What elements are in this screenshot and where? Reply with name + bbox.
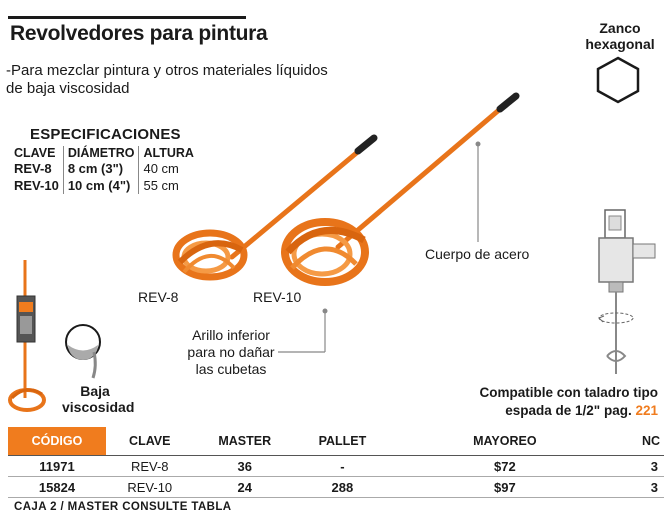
table-row: 11971 REV-8 36 - $72 3: [8, 455, 664, 477]
compat-line-2: espada de 1/2" pag. 221: [440, 402, 658, 420]
specs-title: ESPECIFICACIONES: [30, 126, 181, 143]
specs-col-clave: CLAVE: [14, 146, 56, 160]
zanco-line-1: Zanco: [599, 20, 641, 36]
specs-row: REV-10 10 cm (4") 55 cm: [10, 177, 198, 194]
table-cell: 24: [193, 476, 296, 498]
compat-line-1: Compatible con taladro tipo: [479, 385, 658, 400]
arillo-line-3: las cubetas: [195, 361, 267, 377]
low-viscosity-icon: [65, 324, 101, 379]
compat-prefix: espada de: [505, 403, 576, 418]
table-cell: 3: [620, 455, 664, 477]
table-cell: 36: [193, 455, 296, 477]
specs-cell: 10 cm (4"): [62, 177, 139, 194]
product-table-header: CÓDIGO CLAVE MASTER PALLET MAYOREO NC: [8, 427, 664, 456]
arillo-callout-line: [278, 308, 328, 353]
label-cuerpo-acero: Cuerpo de acero: [425, 246, 530, 262]
mixer-rev8: [172, 134, 378, 281]
title-rule: [8, 16, 246, 19]
table-cell: 15824: [8, 476, 106, 498]
arillo-line-1: Arillo inferior: [192, 327, 270, 343]
label-rev8: REV-8: [138, 289, 179, 305]
page-title: Revolvedores para pintura: [10, 22, 268, 45]
mixer-rev10: [281, 92, 520, 286]
baja-line-1: Baja: [80, 383, 110, 399]
table-cell: $97: [388, 476, 621, 498]
specs-cell: 55 cm: [138, 177, 198, 194]
specs-row: REV-8 8 cm (3") 40 cm: [10, 160, 198, 177]
table-cell: 3: [620, 476, 664, 498]
hexagon-shank-icon: [596, 56, 640, 104]
zanco-line-2: hexagonal: [585, 36, 655, 52]
drill-illustration: [598, 209, 656, 374]
specs-col-diametro: DIÁMETRO: [62, 146, 139, 160]
low-viscosity-label: Baja viscosidad: [62, 383, 135, 415]
specs-cell: REV-8: [14, 161, 52, 176]
table-cell: 288: [295, 476, 389, 498]
callout-lines: [475, 141, 481, 242]
col-mayoreo: MAYOREO: [388, 427, 621, 456]
table-cell: $72: [388, 455, 621, 477]
box-master-note: CAJA 2 / MASTER CONSULTE TABLA: [14, 501, 232, 513]
col-clave: CLAVE: [106, 427, 194, 456]
col-master: MASTER: [193, 427, 296, 456]
baja-line-2: viscosidad: [62, 399, 135, 415]
specs-table: CLAVE DIÁMETRO ALTURA REV-8 8 cm (3") 40…: [10, 146, 198, 194]
table-cell: REV-10: [106, 476, 194, 498]
label-arillo-inferior: Arillo inferior para no dañar las cubeta…: [178, 327, 284, 378]
compat-fraction: 1/2": [575, 403, 601, 418]
specs-col-altura: ALTURA: [138, 146, 198, 160]
mixer-package-thumbnail: [8, 260, 46, 412]
col-nc: NC: [620, 427, 664, 456]
specs-cell: 40 cm: [138, 160, 198, 177]
col-pallet: PALLET: [295, 427, 389, 456]
label-rev10: REV-10: [253, 289, 302, 305]
specs-cell: REV-10: [14, 178, 59, 193]
col-codigo: CÓDIGO: [8, 427, 106, 456]
specs-cell: 8 cm (3"): [62, 160, 139, 177]
arillo-line-2: para no dañar: [187, 344, 275, 360]
compat-page-link[interactable]: 221: [635, 403, 658, 418]
paint-mixers-illustration: [172, 92, 520, 286]
table-cell: REV-8: [106, 455, 194, 477]
table-row: 15824 REV-10 24 288 $97 3: [8, 476, 664, 498]
table-cell: 11971: [8, 455, 106, 477]
zanco-label: Zanco hexagonal: [580, 20, 660, 52]
compat-page-prefix: pag.: [600, 403, 636, 418]
product-description: -Para mezclar pintura y otros materiales…: [6, 62, 328, 97]
product-table: CÓDIGO CLAVE MASTER PALLET MAYOREO NC 11…: [8, 427, 664, 498]
table-cell: -: [295, 455, 389, 477]
drill-compatibility-note: Compatible con taladro tipo espada de 1/…: [440, 384, 658, 420]
